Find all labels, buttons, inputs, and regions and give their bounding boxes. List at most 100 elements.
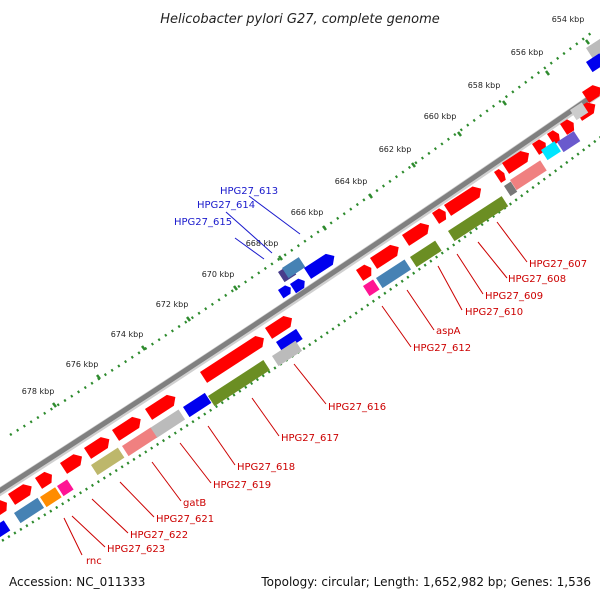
gene-red-right-5-shape [494,168,506,183]
gene-inner-16-shape [57,479,74,497]
ruler-tick [141,345,146,351]
ruler-tick-label: 660 kbp [424,112,457,121]
ruler-tick [585,39,590,45]
ruler-tick [545,70,550,76]
gene-red-left-5-shape [60,454,82,474]
gene-red-left-3-shape [112,416,141,441]
gene-label-hpg27-607: HPG27_607 [529,259,587,270]
gene-blue-small-a [278,285,291,299]
gene-red-left-1-shape [200,336,264,383]
gene-red-left-4 [84,437,110,459]
gene-grey-top-shape [586,38,600,59]
ruler-tick-label: 658 kbp [468,81,501,90]
gene-inner-10 [272,340,303,367]
gene-red-right-4-shape [444,186,482,216]
gene-red-right-8-shape [547,130,560,145]
gene-grey-top [586,38,600,59]
gene-red-right-0 [356,264,372,281]
gene-label-aspa: aspA [436,326,461,337]
ruler-tick-label: 664 kbp [335,177,368,186]
ruler-tick-label: 654 kbp [552,15,585,24]
gene-red-right-4 [444,186,482,216]
gene-label-hpg27-616: HPG27_616 [328,402,386,413]
ruler-dots [9,29,596,437]
gene-inner-7 [557,131,581,153]
leader-line-3 [496,221,528,263]
ruler-tick [411,162,416,168]
gene-red-right-2 [402,223,430,246]
gene-inner-16 [57,479,74,497]
gene-red-right-8 [547,130,560,145]
gene-inner-12-shape [183,392,212,418]
gene-red-right-1-shape [370,244,399,269]
gene-label-hpg27-614: HPG27_614 [197,200,255,211]
gene-red-left-1 [200,336,264,383]
gene-inner-18 [14,497,45,524]
gene-label-gatb: gatB [183,498,206,509]
gene-inner-3 [448,196,509,242]
gene-inner-2 [410,240,442,268]
gene-blue-small-b [290,278,305,294]
gene-inner-9 [276,328,303,353]
gene-red-right-6-shape [502,151,530,174]
gene-inner-5-shape [504,181,518,197]
gene-blue-top [586,53,600,73]
ruler-tick [502,100,507,106]
gene-inner-6-shape [541,141,561,161]
topology-text: Topology: circular; Length: 1,652,982 bp… [260,575,591,589]
gene-label-hpg27-609: HPG27_609 [485,291,543,302]
gene-red-right-9-shape [560,119,575,135]
gene-red-left-8-shape [0,499,7,517]
gene-inner-15 [91,447,125,476]
leader-line-6 [437,265,463,311]
gene-red-right-3-shape [432,208,447,224]
gene-inner-0 [363,279,380,297]
leader-line-5 [456,253,484,295]
gene-red-left-2-shape [145,394,176,420]
leader-line-9 [293,363,327,405]
ruler-tick-label: 678 kbp [22,387,55,396]
leader-line-8 [381,305,412,348]
gene-hpg27-614 [282,257,306,279]
gene-inner-19-shape [0,520,11,539]
gene-hpg27-613-shape [304,253,335,279]
accession-text: Accession: NC_011333 [9,575,145,589]
gene-features [0,38,600,539]
gene-label-hpg27-615: HPG27_615 [174,217,232,228]
gene-blue-small-a-shape [278,285,291,299]
leader-line-14 [119,481,155,518]
ruler-tick-label: 662 kbp [379,145,412,154]
gene-inner-0-shape [363,279,380,297]
leader-line-15 [91,498,129,534]
ruler-ticks [52,39,590,408]
ruler-tick [457,131,462,137]
gene-red-left-3 [112,416,141,441]
gene-inner-14-shape [122,427,158,457]
ruler-tick [368,193,373,199]
gene-red-right-2-shape [402,223,430,246]
leader-line-16 [71,515,106,548]
ruler-tick-label: 656 kbp [511,48,544,57]
gene-inner-1-shape [376,259,412,289]
gene-red-right-9 [560,119,575,135]
gene-red-right-11 [582,85,600,103]
leader-line-7 [406,289,435,331]
gene-red-left-8 [0,499,7,517]
gene-inner-12 [183,392,212,418]
gene-inner-17-shape [40,487,62,508]
leader-line-0 [248,195,301,235]
gene-inner-2-shape [410,240,442,268]
gene-hpg27-614-shape [282,257,306,279]
gene-label-hpg27-608: HPG27_608 [508,274,566,285]
gene-inner-8-shape [570,102,589,121]
ruler-labels: 654 kbp 656 kbp 658 kbp 660 kbp 662 kbp 664 k… [22,15,585,396]
gene-red-right-5 [494,168,506,183]
gene-inner-4 [510,160,547,191]
ruler-tick [186,316,191,322]
gene-inner-15-shape [91,447,125,476]
leader-line-17 [63,517,83,556]
gene-blue-top-shape [586,53,600,73]
inner-ruler [0,135,600,544]
gene-inner-11 [208,360,270,407]
